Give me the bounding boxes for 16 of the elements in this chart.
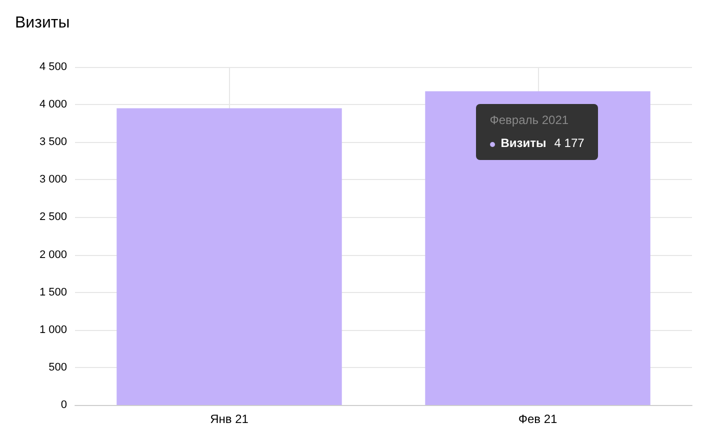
y-tick-label: 4 500 xyxy=(39,61,67,73)
y-tick-label: 3 000 xyxy=(39,174,67,186)
y-tick-label: 3 500 xyxy=(39,136,67,148)
y-tick-label: 1 500 xyxy=(39,286,67,298)
y-tick-label: 1 000 xyxy=(39,324,67,336)
legend-label: Визиты xyxy=(500,136,546,150)
y-tick-label: 2 000 xyxy=(39,248,67,261)
y-tick-label: 2 500 xyxy=(39,211,67,224)
x-tick-label: Янв 21 xyxy=(210,412,249,426)
chart-title: Визиты xyxy=(15,14,70,32)
data-label: 4 177 xyxy=(554,136,584,150)
x-tick-label: Фев 21 xyxy=(518,412,558,426)
y-tick-label: 500 xyxy=(48,361,67,374)
y-tick-label: 0 xyxy=(60,399,67,411)
y-tick-label: 4 000 xyxy=(39,98,67,111)
annotation: Февраль 2021 xyxy=(490,113,570,128)
